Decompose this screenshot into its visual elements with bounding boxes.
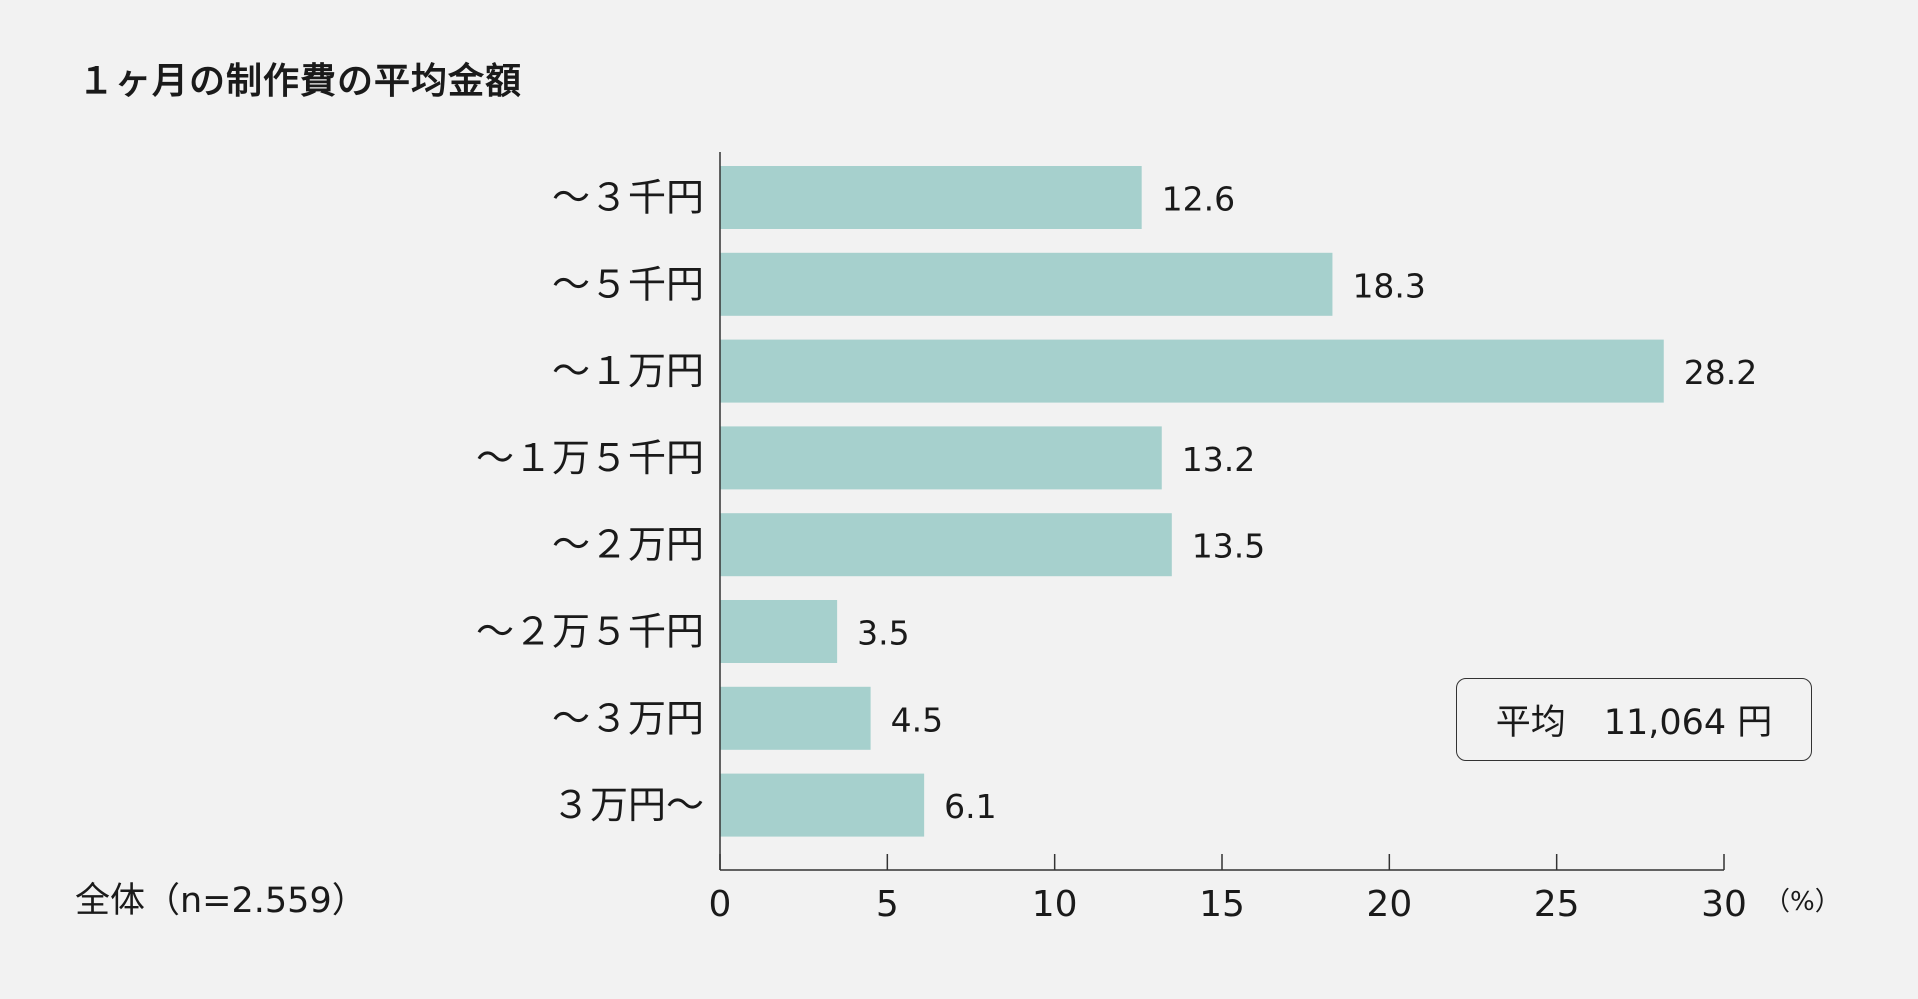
value-label: 18.3 bbox=[1352, 266, 1425, 305]
category-labels: ～３千円 ～５千円 ～１万円 ～１万５千円 ～２万円 ～２万５千円 ～３万円 ３万円～ bbox=[476, 176, 704, 828]
bar bbox=[720, 252, 1333, 316]
x-tick-label: 15 bbox=[1199, 884, 1245, 925]
value-labels: 12.6 18.3 28.2 13.2 13.5 3.5 4.5 6.1 bbox=[857, 180, 1757, 827]
x-tick-label: 30 bbox=[1701, 884, 1747, 925]
average-label: 平均 bbox=[1495, 703, 1566, 743]
bar bbox=[720, 166, 1142, 229]
x-tick-label: 10 bbox=[1032, 884, 1078, 925]
value-label: 3.5 bbox=[857, 614, 909, 653]
category-label: ～１万５千円 bbox=[476, 436, 704, 480]
value-label: 13.2 bbox=[1182, 440, 1255, 479]
category-label: ～１万円 bbox=[552, 349, 704, 393]
x-tick-label: 20 bbox=[1366, 884, 1412, 925]
axes: 0 5 10 15 20 25 30 bbox=[709, 152, 1747, 925]
category-label: ～５千円 bbox=[552, 262, 704, 306]
bar bbox=[720, 686, 871, 750]
category-label: ～３千円 bbox=[552, 176, 704, 220]
category-label: ～３万円 bbox=[552, 696, 704, 740]
bar bbox=[720, 339, 1664, 403]
category-label: ～２万円 bbox=[552, 523, 704, 567]
category-label: ３万円～ bbox=[552, 783, 704, 827]
average-box: 平均 11,064 円 bbox=[1456, 678, 1812, 761]
category-label: ～２万５千円 bbox=[476, 610, 704, 654]
bar bbox=[720, 426, 1162, 490]
sample-size-label: 全体（n=2.559） bbox=[75, 881, 367, 921]
x-tick-label: 0 bbox=[709, 884, 732, 925]
bar bbox=[720, 513, 1172, 577]
chart-title: １ヶ月の制作費の平均金額 bbox=[78, 61, 523, 102]
x-tick-label: 5 bbox=[876, 884, 899, 925]
value-label: 13.5 bbox=[1192, 527, 1265, 566]
bar bbox=[720, 600, 838, 663]
value-label: 6.1 bbox=[944, 787, 996, 826]
bars-layer bbox=[720, 166, 1664, 837]
x-tick-label: 25 bbox=[1534, 884, 1580, 925]
x-axis-unit-label: （%） bbox=[1764, 887, 1841, 917]
average-value: 11,064 円 bbox=[1603, 703, 1773, 743]
value-label: 28.2 bbox=[1684, 353, 1757, 392]
value-label: 4.5 bbox=[891, 700, 943, 739]
value-label: 12.6 bbox=[1162, 180, 1235, 219]
bar bbox=[720, 773, 925, 837]
